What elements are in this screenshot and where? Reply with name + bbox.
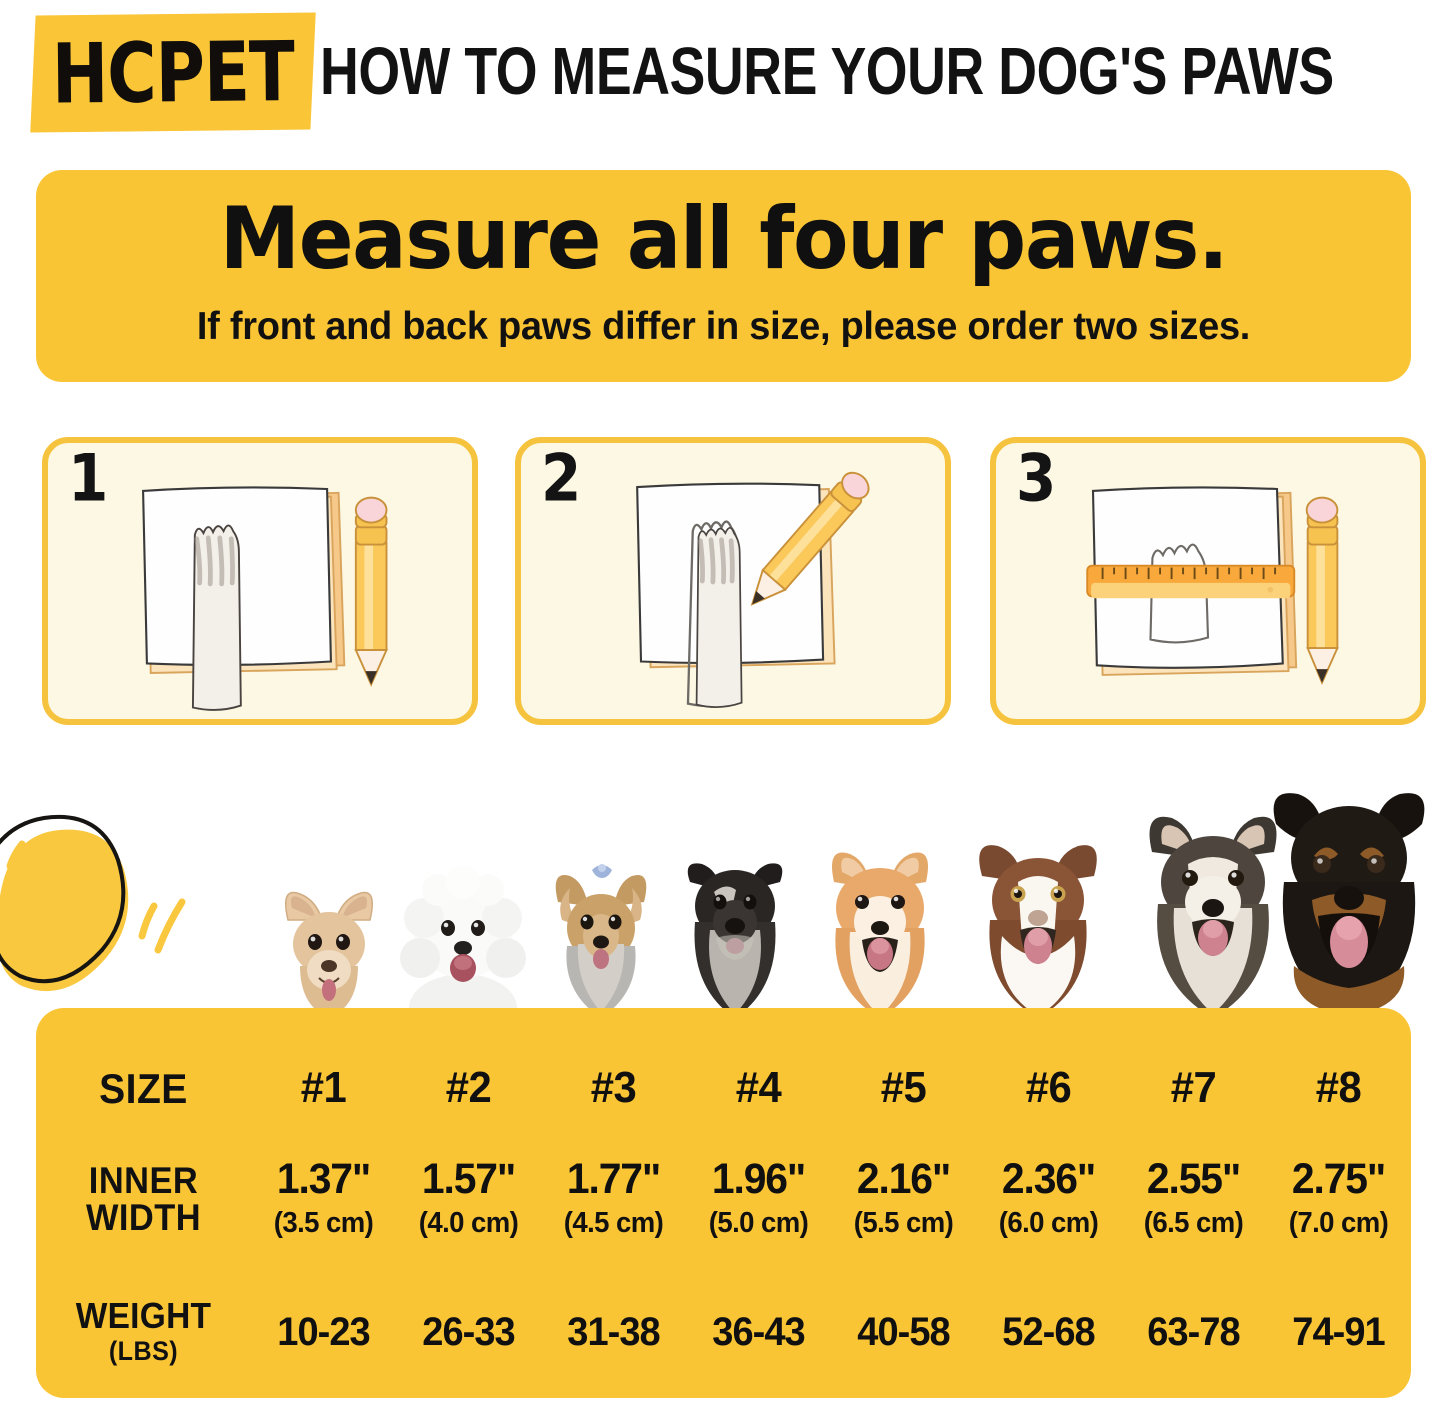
width-cm: (4.0 cm): [418, 1207, 519, 1239]
width-cm: (5.5 cm): [853, 1207, 954, 1239]
dog-shiba-inu: [832, 852, 928, 1018]
table-cell: 1.57" (4.0 cm): [396, 1158, 541, 1270]
row-label-width: WIDTH: [85, 1197, 202, 1238]
weight-value: 63-78: [1147, 1310, 1240, 1354]
weight-value: 40-58: [857, 1310, 950, 1354]
table-cell: 1.96" (5.0 cm): [686, 1158, 831, 1270]
size-value: #6: [1025, 1063, 1072, 1112]
table-cell: 36-43: [686, 1298, 831, 1390]
width-cm: (4.5 cm): [563, 1207, 664, 1239]
dog-breed-strip: [250, 770, 1445, 1018]
table-cell: 31-38: [541, 1298, 686, 1390]
table-cell: 40-58: [831, 1298, 976, 1390]
width-inch: 2.36": [1001, 1155, 1096, 1203]
width-cm: (7.0 cm): [1288, 1207, 1389, 1239]
step-number-1: 1: [68, 439, 109, 517]
width-inch: 1.96": [711, 1155, 806, 1203]
table-cell: 2.36" (6.0 cm): [976, 1158, 1121, 1270]
dog-bichon-frise: [400, 866, 526, 1018]
dog-australian-shepherd: [979, 845, 1097, 1018]
table-row-weight: WEIGHT (LBS) 10-23 26-33 31-38 36-43 40-…: [36, 1298, 1411, 1390]
size-value: #2: [445, 1063, 492, 1112]
width-cm: (3.5 cm): [273, 1207, 374, 1239]
dog-yorkshire-terrier: [555, 864, 647, 1018]
step-number-3: 3: [1016, 439, 1057, 517]
weight-value: 74-91: [1292, 1310, 1385, 1354]
size-value: #5: [880, 1063, 927, 1112]
width-inch: 1.37": [276, 1155, 371, 1203]
dog-alaskan-malamute: [1149, 816, 1277, 1018]
step-card-3: 3: [990, 437, 1426, 725]
dog-chihuahua: [285, 891, 373, 1018]
width-inch: 2.55": [1146, 1155, 1241, 1203]
weight-cells: 10-23 26-33 31-38 36-43 40-58 52-68 63-7…: [251, 1298, 1411, 1390]
table-cell: 2.16" (5.5 cm): [831, 1158, 976, 1270]
brand-name: HCPET: [51, 22, 295, 123]
dog-rottweiler: [1273, 793, 1425, 1018]
size-value: #4: [735, 1063, 782, 1112]
brand-badge: HCPET: [30, 12, 316, 133]
table-cell: #2: [396, 1064, 541, 1120]
table-cell: 74-91: [1266, 1298, 1411, 1390]
banner-subtitle: If front and back paws differ in size, p…: [196, 305, 1251, 348]
step-3-illustration: [1086, 486, 1339, 686]
decorative-swoosh: [0, 815, 186, 992]
size-cells: #1 #2 #3 #4 #5 #6 #7 #8: [251, 1064, 1411, 1120]
table-cell: 52-68: [976, 1298, 1121, 1390]
width-cm: (5.0 cm): [708, 1207, 809, 1239]
table-cell: #5: [831, 1064, 976, 1120]
weight-value: 31-38: [567, 1310, 660, 1354]
width-cm: (6.5 cm): [1143, 1207, 1244, 1239]
table-cell: 2.75" (7.0 cm): [1266, 1158, 1411, 1270]
row-label-inner-width: INNER WIDTH: [44, 1162, 244, 1236]
weight-value: 52-68: [1002, 1310, 1095, 1354]
measure-steps: 1 2: [42, 437, 1426, 727]
weight-value: 36-43: [712, 1310, 805, 1354]
inner-width-cells: 1.37" (3.5 cm) 1.57" (4.0 cm) 1.77" (4.5 cm…: [251, 1158, 1411, 1270]
table-cell: 63-78: [1121, 1298, 1266, 1390]
row-label-weight-text: WEIGHT: [75, 1295, 212, 1336]
width-inch: 1.57": [421, 1155, 516, 1203]
table-cell: 2.55" (6.5 cm): [1121, 1158, 1266, 1270]
size-chart-table: SIZE #1 #2 #3 #4 #5 #6 #7 #8 INNER WIDTH…: [36, 1008, 1411, 1398]
size-value: #3: [590, 1063, 637, 1112]
banner-headline: Measure all four paws.: [219, 189, 1229, 289]
step-2-illustration: [636, 471, 870, 708]
weight-value: 26-33: [422, 1310, 515, 1354]
table-cell: #7: [1121, 1064, 1266, 1120]
step-1-illustration: [142, 486, 388, 711]
size-value: #8: [1315, 1063, 1362, 1112]
table-cell: 1.37" (3.5 cm): [251, 1158, 396, 1270]
width-cm: (6.0 cm): [998, 1207, 1099, 1239]
row-label-weight: WEIGHT (LBS): [44, 1298, 244, 1365]
table-cell: #3: [541, 1064, 686, 1120]
size-value: #7: [1170, 1063, 1217, 1112]
step-card-2: 2: [515, 437, 951, 725]
table-cell: 1.77" (4.5 cm): [541, 1158, 686, 1270]
dog-schnauzer: [687, 863, 783, 1018]
table-cell: #8: [1266, 1064, 1411, 1120]
table-cell: #4: [686, 1064, 831, 1120]
weight-value: 10-23: [277, 1310, 370, 1354]
step-number-2: 2: [541, 439, 582, 517]
width-inch: 1.77": [566, 1155, 661, 1203]
table-cell: #1: [251, 1064, 396, 1120]
table-row-inner-width: INNER WIDTH 1.37" (3.5 cm) 1.57" (4.0 cm) …: [36, 1158, 1411, 1270]
table-row-size: SIZE #1 #2 #3 #4 #5 #6 #7 #8: [36, 1064, 1411, 1120]
row-label-weight-unit: (LBS): [108, 1336, 179, 1366]
instruction-banner: Measure all four paws. If front and back…: [36, 170, 1411, 382]
width-inch: 2.75": [1291, 1155, 1386, 1203]
size-value: #1: [300, 1063, 347, 1112]
row-label-size: SIZE: [99, 1065, 188, 1112]
table-cell: #6: [976, 1064, 1121, 1120]
step-card-1: 1: [42, 437, 478, 725]
page-title: HOW TO MEASURE YOUR DOG'S PAWS: [320, 33, 1334, 109]
table-cell: 10-23: [251, 1298, 396, 1390]
width-inch: 2.16": [856, 1155, 951, 1203]
page-header: HCPET HOW TO MEASURE YOUR DOG'S PAWS: [0, 0, 1445, 145]
row-label-inner: INNER: [88, 1160, 199, 1201]
table-cell: 26-33: [396, 1298, 541, 1390]
